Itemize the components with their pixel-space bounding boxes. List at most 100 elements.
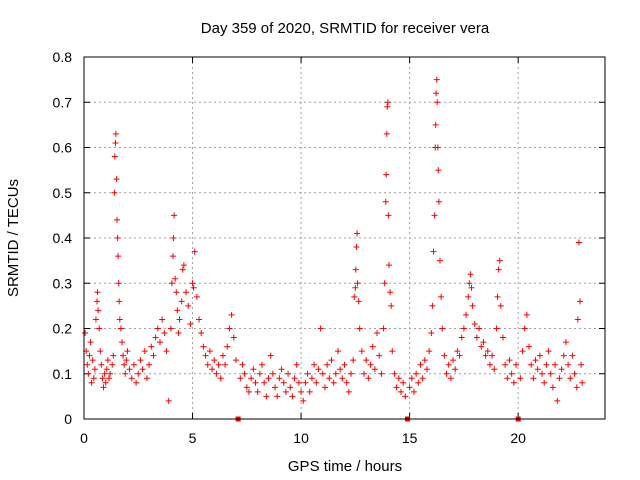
- data-point: [100, 384, 107, 391]
- data-points: [82, 76, 586, 404]
- data-point: [415, 379, 422, 386]
- data-point: [388, 302, 395, 309]
- data-point: [429, 302, 436, 309]
- data-point: [484, 348, 491, 355]
- data-point: [94, 298, 101, 305]
- data-point: [114, 235, 121, 241]
- data-point: [434, 144, 441, 151]
- data-point: [137, 357, 144, 364]
- data-point: [248, 375, 255, 382]
- data-point: [452, 366, 459, 373]
- data-point: [374, 330, 381, 337]
- data-point: [476, 325, 483, 332]
- data-point: [224, 343, 231, 350]
- data-point: [230, 334, 237, 341]
- data-point: [463, 311, 470, 318]
- data-point: [376, 352, 383, 359]
- data-point: [473, 334, 480, 341]
- data-point: [447, 375, 454, 382]
- data-point: [460, 325, 467, 332]
- data-point: [381, 280, 388, 287]
- data-point: [491, 366, 498, 373]
- data-point: [239, 361, 246, 368]
- data-point: [510, 379, 517, 386]
- data-point: [170, 253, 177, 260]
- data-point: [276, 375, 283, 382]
- data-point: [431, 212, 438, 219]
- data-point: [250, 366, 257, 373]
- data-point: [187, 320, 194, 327]
- data-point: [133, 379, 140, 386]
- data-point: [433, 90, 440, 97]
- y-tick-label: 0.6: [53, 140, 73, 156]
- data-point: [102, 379, 109, 386]
- y-tick-label: 0.3: [53, 275, 73, 291]
- data-point: [115, 253, 122, 260]
- x-axis-ticks: 0 5 10 15 20: [80, 57, 526, 446]
- data-point: [482, 352, 489, 359]
- data-point: [110, 352, 117, 359]
- data-point: [215, 361, 222, 368]
- data-point: [189, 280, 196, 287]
- data-point: [413, 370, 420, 377]
- data-point: [237, 375, 244, 382]
- data-point: [269, 370, 276, 377]
- data-point: [146, 361, 153, 368]
- data-point: [180, 262, 187, 269]
- data-point: [156, 339, 163, 346]
- data-point: [569, 352, 576, 359]
- data-point: [386, 262, 393, 269]
- data-point: [226, 325, 233, 332]
- data-point: [560, 352, 567, 359]
- data-point: [121, 361, 128, 368]
- data-point: [219, 352, 226, 359]
- data-point: [109, 361, 116, 368]
- y-axis-title: SRMTID / TECUs: [5, 179, 22, 297]
- data-point: [512, 361, 519, 368]
- data-point: [433, 76, 440, 83]
- data-point: [467, 271, 474, 278]
- data-point: [179, 266, 186, 273]
- data-point: [148, 343, 155, 350]
- data-point: [341, 361, 348, 368]
- data-point: [434, 99, 441, 106]
- data-point: [330, 379, 337, 386]
- data-point: [384, 99, 391, 106]
- data-point: [172, 275, 179, 282]
- data-point: [175, 330, 182, 337]
- data-point: [545, 348, 552, 355]
- data-point: [345, 388, 352, 395]
- data-point: [117, 325, 124, 332]
- data-point: [466, 280, 473, 287]
- data-point: [328, 357, 335, 364]
- data-point: [204, 361, 211, 368]
- data-point: [435, 198, 442, 205]
- data-point: [558, 366, 565, 373]
- data-point: [94, 289, 101, 296]
- data-point: [97, 348, 104, 355]
- data-point: [499, 334, 506, 341]
- data-point: [334, 348, 341, 355]
- data-point: [493, 325, 500, 332]
- data-point: [352, 266, 359, 273]
- data-point: [159, 316, 166, 323]
- data-point: [265, 375, 272, 382]
- data-point: [332, 370, 339, 377]
- data-point: [228, 311, 235, 318]
- data-point: [450, 357, 457, 364]
- data-point: [82, 330, 89, 337]
- chart-title: Day 359 of 2020, SRMTID for receiver ver…: [201, 20, 490, 37]
- data-point: [84, 361, 91, 368]
- x-axis-title: GPS time / hours: [288, 458, 402, 475]
- data-point: [556, 375, 563, 382]
- data-point: [478, 343, 485, 350]
- data-point: [343, 379, 350, 386]
- data-point: [456, 352, 463, 359]
- data-point: [170, 235, 177, 241]
- data-point: [289, 393, 296, 400]
- data-point: [441, 352, 448, 359]
- data-point: [190, 284, 197, 291]
- data-point: [206, 348, 213, 355]
- data-point: [391, 370, 398, 377]
- x-tick-label: 10: [293, 430, 309, 446]
